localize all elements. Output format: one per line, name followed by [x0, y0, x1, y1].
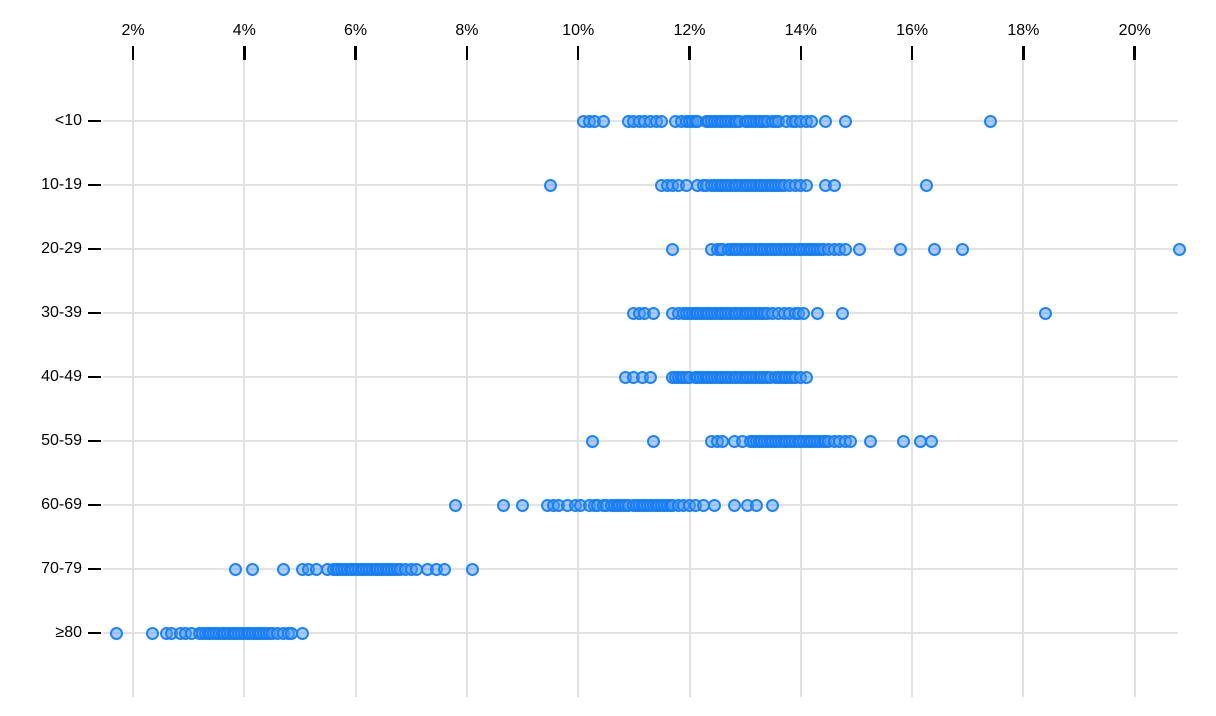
y-axis-tick-mark: [88, 567, 101, 571]
data-point: [927, 242, 941, 256]
row-gridline: [103, 440, 1178, 442]
row-gridline: [103, 632, 1178, 634]
data-point: [666, 242, 680, 256]
data-point: [838, 242, 852, 256]
vertical-gridline: [1133, 60, 1136, 697]
data-point: [1039, 306, 1053, 320]
data-point: [145, 626, 159, 640]
data-point: [438, 562, 452, 576]
data-point: [109, 626, 123, 640]
y-axis-tick-mark: [88, 375, 101, 379]
data-point: [749, 498, 763, 512]
data-point: [276, 562, 290, 576]
data-point: [655, 114, 669, 128]
data-point: [296, 626, 310, 640]
data-point: [827, 178, 841, 192]
data-point: [894, 242, 908, 256]
vertical-gridline: [465, 60, 468, 697]
data-point: [727, 498, 741, 512]
data-point: [646, 306, 660, 320]
data-point: [1172, 242, 1186, 256]
x-axis-tick-mark: [799, 46, 803, 60]
y-axis-label: 60-69: [41, 496, 82, 513]
x-axis-tick-mark: [688, 46, 691, 60]
y-axis-tick-mark: [88, 119, 101, 123]
vertical-gridline: [1022, 60, 1025, 697]
data-point: [496, 498, 510, 512]
vertical-gridline: [132, 60, 134, 697]
x-axis-tick-label: 4%: [232, 22, 256, 39]
data-point: [516, 498, 530, 512]
y-axis-tick-mark: [88, 311, 101, 315]
row-gridline: [103, 568, 1178, 570]
data-point: [708, 498, 722, 512]
data-point: [983, 114, 997, 128]
data-point: [799, 178, 813, 192]
x-axis-tick-label: 18%: [1007, 22, 1040, 39]
x-axis-tick-label: 8%: [455, 22, 479, 39]
y-axis-tick-mark: [88, 247, 101, 251]
data-point: [797, 306, 811, 320]
vertical-gridline: [354, 60, 357, 697]
data-point: [465, 562, 479, 576]
x-axis-tick-mark: [243, 46, 246, 60]
y-axis-tick-mark: [88, 183, 101, 187]
y-axis-label: 30-39: [41, 304, 82, 321]
data-point: [805, 114, 819, 128]
data-point: [863, 434, 877, 448]
x-axis-tick-label: 6%: [344, 22, 368, 39]
data-point: [229, 562, 243, 576]
data-point: [766, 498, 780, 512]
y-axis-label: ≥80: [55, 624, 82, 641]
x-axis-tick-mark: [465, 46, 469, 60]
x-axis-tick-label: 12%: [673, 22, 706, 39]
data-point: [852, 242, 866, 256]
data-point: [644, 370, 658, 384]
x-axis-tick-mark: [1022, 46, 1025, 60]
data-point: [838, 114, 852, 128]
y-axis-label: 10-19: [41, 176, 82, 193]
data-point: [596, 114, 610, 128]
row-gridline: [103, 184, 1178, 186]
data-point: [646, 434, 660, 448]
data-point: [897, 434, 911, 448]
x-axis-tick-mark: [131, 46, 135, 60]
y-axis-label: 70-79: [41, 560, 82, 577]
vertical-gridline: [911, 60, 914, 697]
x-axis-tick-mark: [576, 46, 580, 60]
x-axis-tick-label: 14%: [784, 22, 817, 39]
data-point: [799, 370, 813, 384]
y-axis-label: <10: [54, 112, 82, 129]
x-axis-tick-mark: [1133, 46, 1136, 60]
y-axis-tick-mark: [88, 631, 101, 635]
data-point: [919, 178, 933, 192]
y-axis-label: 20-29: [41, 240, 82, 257]
data-point: [449, 498, 463, 512]
data-point: [246, 562, 260, 576]
vertical-gridline: [577, 60, 580, 697]
x-axis-tick-label: 10%: [562, 22, 595, 39]
y-axis-label: 50-59: [41, 432, 82, 449]
y-axis-tick-mark: [88, 503, 101, 507]
x-axis-tick-label: 20%: [1118, 22, 1151, 39]
data-point: [819, 114, 833, 128]
data-point: [585, 434, 599, 448]
x-axis-tick-label: 16%: [896, 22, 929, 39]
x-axis-tick-mark: [354, 46, 357, 60]
data-point: [810, 306, 824, 320]
data-point: [925, 434, 939, 448]
vertical-gridline: [243, 60, 246, 697]
row-gridline: [103, 248, 1178, 250]
y-axis-label: 40-49: [41, 368, 82, 385]
data-point: [836, 306, 850, 320]
data-point: [543, 178, 557, 192]
y-axis-tick-mark: [88, 439, 101, 443]
data-point: [844, 434, 858, 448]
data-point: [955, 242, 969, 256]
x-axis-tick-mark: [910, 46, 914, 60]
x-axis-tick-label: 2%: [121, 22, 145, 39]
